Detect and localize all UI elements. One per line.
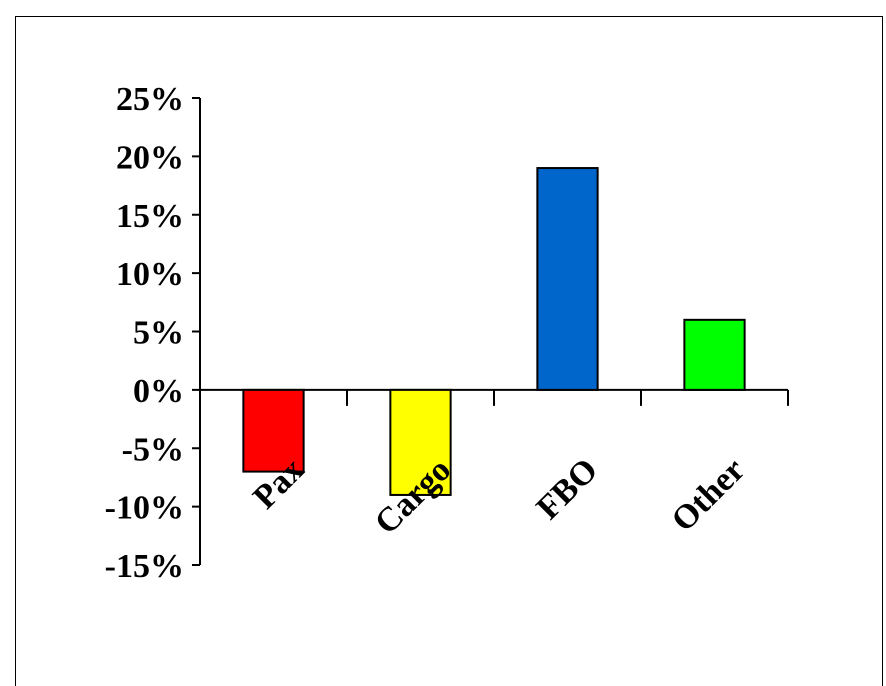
- chart-frame: [15, 16, 883, 686]
- y-tick-label: 15%: [116, 198, 184, 235]
- y-tick-label: 20%: [116, 139, 184, 176]
- x-tick-label: Other: [665, 451, 753, 539]
- y-tick-label: -10%: [105, 490, 184, 527]
- y-tick-label: 0%: [133, 373, 184, 410]
- category-labels: Pax Cargo FBO Other: [246, 451, 752, 541]
- y-tick-label: -15%: [105, 548, 184, 585]
- y-tick-label: 25%: [116, 81, 184, 118]
- bars: [242, 167, 746, 496]
- bar-fbo: [536, 167, 599, 391]
- bar-pax: [242, 388, 305, 473]
- y-axis: 25% 20% 15% 10% 5% 0% -5% -10% -15%: [105, 81, 201, 585]
- bar-cargo: [389, 388, 452, 496]
- y-tick-label: -5%: [122, 431, 184, 468]
- y-tick-label: 10%: [116, 256, 184, 293]
- y-tick-label: 5%: [133, 315, 184, 352]
- x-tick-label: FBO: [530, 451, 606, 527]
- bar-other: [683, 318, 746, 391]
